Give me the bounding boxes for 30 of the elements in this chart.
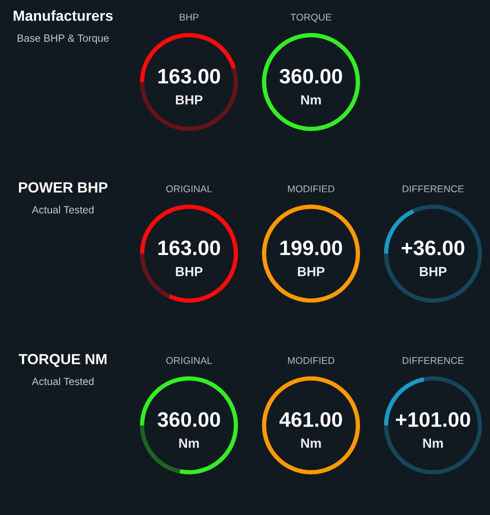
data-label: 360.00	[158, 412, 220, 427]
text: TORQUE NM	[18, 354, 106, 367]
category-label: ORIGINAL	[166, 357, 212, 364]
data-label: 163.00	[158, 240, 220, 256]
text: Nm	[179, 438, 199, 448]
text: Nm	[301, 438, 321, 448]
text: BHP	[176, 95, 202, 104]
data-label: 163.00	[158, 68, 220, 84]
text: Nm	[301, 95, 321, 104]
text: BHP	[298, 267, 324, 276]
category-label: TORQUE	[290, 14, 332, 22]
text: BHP	[420, 267, 446, 276]
text: POWER BHP	[19, 182, 108, 193]
data-label: +36.00	[402, 240, 464, 256]
category-label: DIFFERENCE	[402, 185, 464, 192]
text: Base BHP & Torque	[18, 34, 109, 44]
text: BHP	[176, 267, 202, 276]
category-label: ORIGINAL	[166, 185, 212, 192]
text: Actual Tested	[32, 377, 94, 386]
category-label: DIFFERENCE	[402, 357, 464, 364]
category-label: BHP	[180, 14, 198, 21]
category-label: MODIFIED	[288, 185, 334, 192]
category-label: MODIFIED	[288, 357, 334, 364]
text: Manufacturers	[14, 10, 113, 21]
data-label: 461.00	[279, 412, 342, 427]
text: Actual Tested	[32, 206, 94, 214]
data-label: 199.00	[280, 240, 342, 256]
data-label: 360.00	[280, 68, 342, 84]
text: Nm	[423, 438, 443, 448]
data-label: +101.00	[396, 412, 470, 427]
